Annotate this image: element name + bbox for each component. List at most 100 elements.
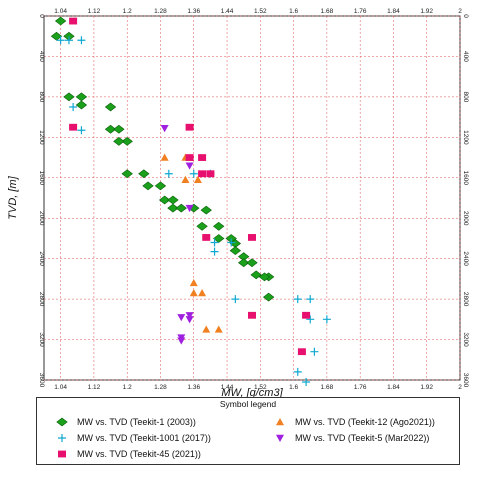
data-point — [258, 272, 271, 282]
data-point — [200, 205, 212, 215]
data-point — [121, 169, 133, 179]
data-point — [246, 258, 258, 268]
x-tick-label: 1.12 — [88, 384, 101, 391]
y-tick-label-right: 1600 — [462, 171, 469, 186]
data-point — [64, 36, 73, 45]
y-tick-label-right: 2800 — [462, 292, 469, 307]
y-tick-label: 400 — [38, 51, 45, 62]
data-point — [104, 102, 117, 112]
legend-label: MW vs. TVD (Teekit-12 (Ago2021)) — [295, 417, 435, 427]
x-tick-label-top: 1.68 — [321, 8, 334, 15]
data-point — [113, 124, 125, 134]
y-tick-label-right: 800 — [462, 91, 469, 102]
x-tick-label-top: 1.2 — [123, 8, 132, 15]
data-point — [213, 221, 225, 231]
series-2 — [160, 153, 223, 333]
x-tick-label: 1.84 — [387, 384, 400, 391]
legend-label: MW vs. TVD (Teekit-5 (Mar2022)) — [295, 433, 430, 443]
data-point — [185, 123, 194, 131]
data-point — [297, 348, 306, 356]
legend-marker — [276, 434, 284, 442]
data-point — [237, 258, 250, 268]
y-tick-label-right: 2400 — [462, 251, 469, 266]
data-point — [262, 292, 275, 302]
data-point — [77, 36, 86, 45]
y-tick-label: 1600 — [38, 171, 45, 186]
data-point — [189, 278, 198, 287]
x-tick-label-top: 1.76 — [354, 8, 367, 15]
y-axis-label: TVD, [m] — [7, 175, 19, 219]
y-tick-label-right: 3600 — [462, 373, 469, 388]
data-point — [189, 289, 198, 297]
data-point — [185, 204, 194, 213]
legend-label: MW vs. TVD (Teekit-45 (2021)) — [77, 449, 201, 459]
legend-item: MW vs. TVD (Teekit-45 (2021)) — [55, 448, 201, 460]
data-point — [302, 378, 311, 387]
x-tick-label-top: 1.44 — [221, 8, 234, 15]
y-tick-label-right: 400 — [462, 51, 469, 62]
y-tick-label-right: 2000 — [462, 211, 469, 226]
x-tick-label-top: 1.6 — [289, 8, 298, 15]
data-point — [185, 154, 194, 161]
data-point — [50, 31, 63, 41]
data-point — [138, 169, 150, 179]
data-point — [198, 154, 207, 161]
legend-marker — [56, 417, 68, 427]
legend-title: Symbol legend — [219, 399, 277, 409]
data-point — [202, 325, 211, 333]
legend-marker — [58, 450, 66, 458]
series-4 — [160, 125, 194, 345]
data-point — [229, 246, 242, 255]
data-point — [231, 295, 240, 304]
legend-symbol — [58, 450, 66, 458]
data-point — [158, 195, 171, 205]
data-point — [206, 170, 215, 178]
data-point — [160, 125, 169, 133]
plot-frame — [43, 15, 461, 381]
data-point — [69, 17, 78, 25]
data-point — [302, 311, 311, 319]
legend-marker — [58, 434, 66, 442]
x-tick-label-top: 1.04 — [54, 8, 67, 15]
x-tick-label-top: 1.52 — [254, 8, 267, 15]
series-1 — [50, 16, 275, 302]
series-5 — [69, 17, 311, 356]
axis-ticks: 1.04 1.04 1.12 1.12 1.2 1.2 1.28 1.28 1.36 1.36 1.… — [38, 8, 469, 391]
legend-item: MW vs. TVD (Teekit-1001 (2017)) — [55, 432, 211, 444]
data-point — [189, 169, 198, 178]
legend-label: MW vs. TVD (Teekit-1001 (2017)) — [77, 433, 211, 443]
data-point — [69, 123, 78, 131]
data-point — [248, 234, 256, 241]
y-tick-label: 2000 — [38, 211, 45, 226]
data-point — [63, 92, 75, 102]
y-tick-label: 800 — [38, 91, 45, 102]
x-tick-label: 1.52 — [254, 384, 267, 391]
y-tick-label: 3200 — [38, 332, 45, 347]
y-tick-label-right: 0 — [462, 14, 469, 18]
data-point — [310, 347, 319, 356]
x-tick-label: 1.04 — [54, 384, 67, 391]
data-point — [121, 136, 133, 146]
data-point — [185, 162, 194, 170]
data-point — [177, 314, 186, 322]
legend-item: MW vs. TVD (Teekit-5 (Mar2022)) — [273, 432, 429, 444]
data-point — [77, 126, 86, 135]
data-point — [75, 100, 88, 110]
y-tick-label-right: 3200 — [462, 332, 469, 347]
x-tick-label: 1.68 — [321, 384, 334, 391]
legend-symbol — [56, 417, 68, 427]
x-tick-label-top: 1.12 — [88, 8, 101, 15]
x-tick-label: 1.6 — [289, 384, 298, 391]
y-tick-label: 2800 — [38, 292, 45, 307]
x-tick-label-top: 1.28 — [154, 8, 167, 15]
y-tick-label: 1200 — [38, 130, 45, 145]
legend-item: MW vs. TVD (Teekit-12 (Ago2021)) — [273, 416, 435, 428]
legend-symbol — [58, 434, 66, 442]
data-point — [198, 289, 207, 297]
data-point — [113, 136, 125, 146]
x-tick-label: 2 — [458, 384, 462, 391]
data-point — [181, 175, 190, 183]
data-point — [213, 234, 225, 243]
data-point — [185, 312, 194, 320]
